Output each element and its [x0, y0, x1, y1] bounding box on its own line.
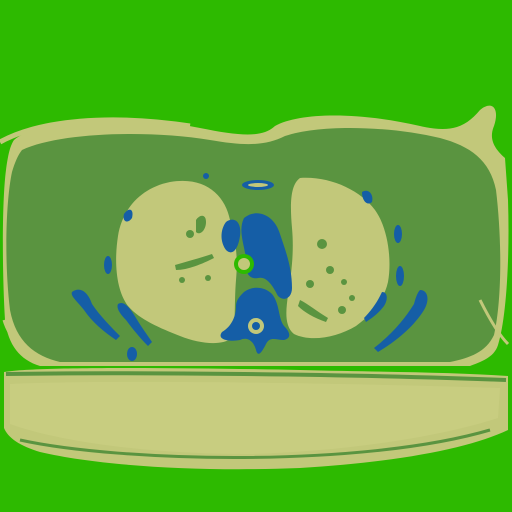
lung-left-of-image	[116, 180, 237, 344]
anterior-skin-line	[0, 117, 191, 145]
lung-right-of-image	[286, 177, 390, 339]
mediastinal-structures	[71, 173, 428, 361]
posterior-fat-band-inner	[10, 381, 500, 454]
sternum-core	[248, 183, 268, 187]
posterior-muscle-line-2	[19, 428, 491, 459]
lateral-fat-wisp	[478, 299, 510, 346]
lateral-fat-wisp-left	[2, 319, 41, 360]
posterior-muscle-line	[5, 371, 507, 382]
lung-markings	[175, 215, 355, 322]
trachea-inner	[238, 258, 250, 270]
spinal-cord	[252, 322, 260, 330]
